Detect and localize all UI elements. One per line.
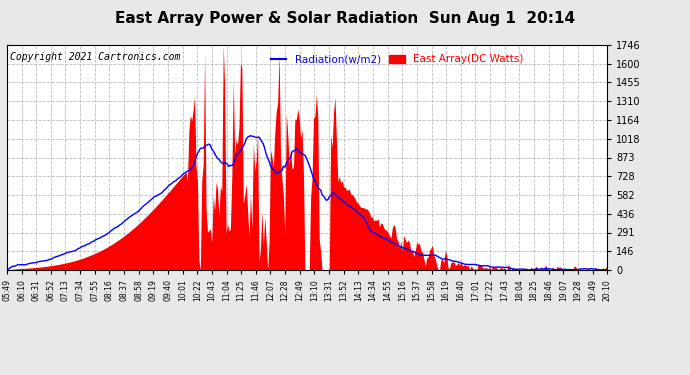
Legend: Radiation(w/m2), East Array(DC Watts): Radiation(w/m2), East Array(DC Watts): [266, 50, 528, 69]
Text: East Array Power & Solar Radiation  Sun Aug 1  20:14: East Array Power & Solar Radiation Sun A…: [115, 11, 575, 26]
Text: Copyright 2021 Cartronics.com: Copyright 2021 Cartronics.com: [10, 52, 180, 62]
